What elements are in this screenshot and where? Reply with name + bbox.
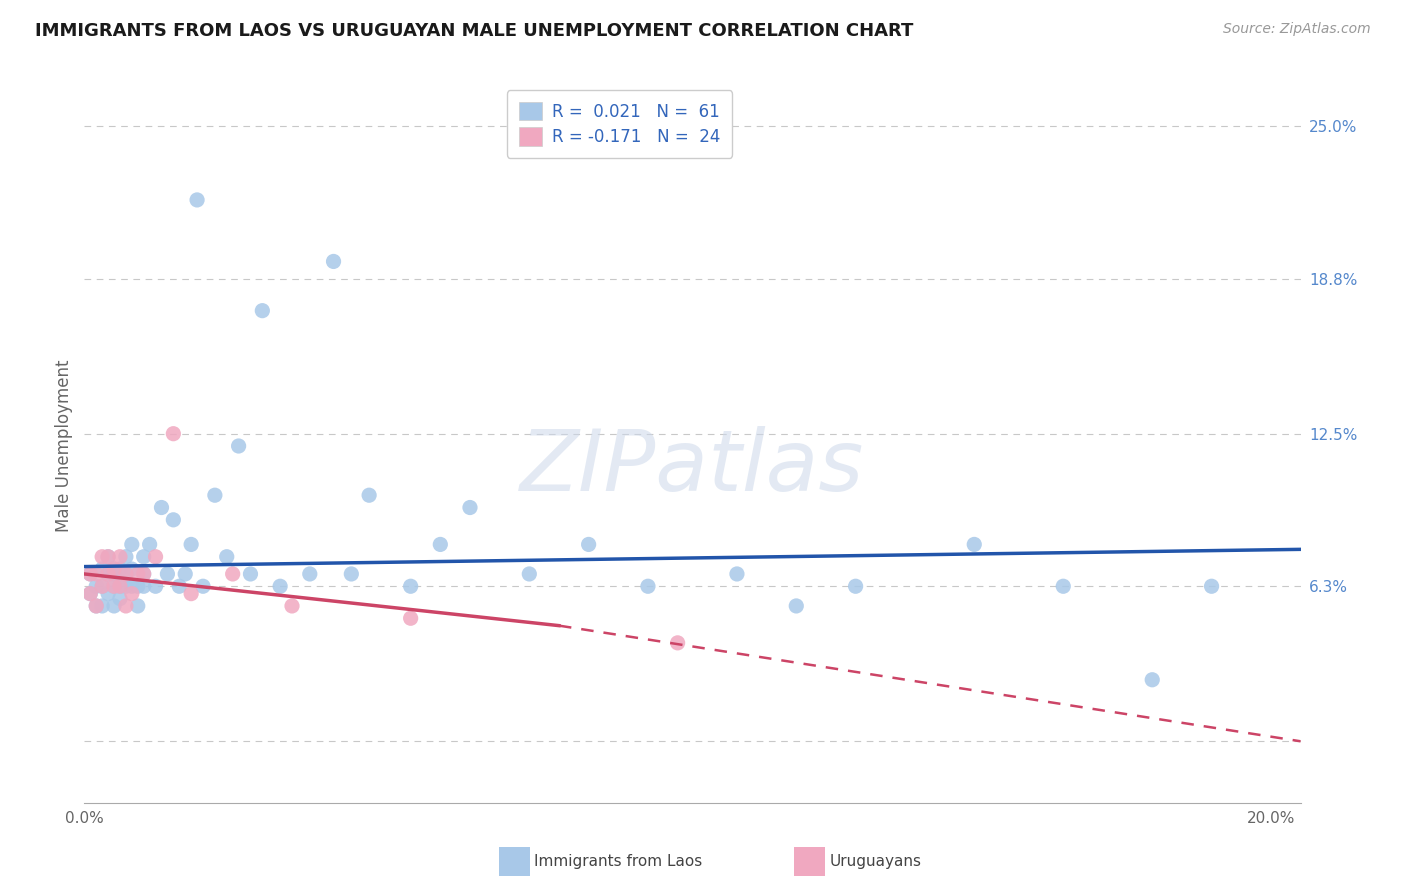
Point <box>399 579 422 593</box>
Point <box>115 579 138 593</box>
Point <box>91 579 114 593</box>
Point <box>91 579 114 593</box>
Point <box>103 562 125 576</box>
Point <box>340 566 363 581</box>
Point <box>322 254 344 268</box>
Point <box>845 579 868 593</box>
Point <box>578 537 600 551</box>
Point <box>725 566 748 581</box>
Point <box>115 599 138 613</box>
Point <box>399 611 422 625</box>
Point <box>115 549 138 564</box>
Point <box>132 566 155 581</box>
Point <box>91 562 114 576</box>
Point <box>108 549 131 564</box>
Point <box>79 587 101 601</box>
Point <box>637 579 659 593</box>
Text: Immigrants from Laos: Immigrants from Laos <box>534 855 703 869</box>
Point <box>162 426 184 441</box>
Point <box>84 566 107 581</box>
Point <box>91 599 114 613</box>
Point <box>269 579 291 593</box>
Point <box>180 587 202 601</box>
Point <box>138 537 160 551</box>
Point <box>666 636 689 650</box>
Point <box>174 566 197 581</box>
Point <box>121 579 143 593</box>
Text: IMMIGRANTS FROM LAOS VS URUGUAYAN MALE UNEMPLOYMENT CORRELATION CHART: IMMIGRANTS FROM LAOS VS URUGUAYAN MALE U… <box>35 22 914 40</box>
Point <box>239 566 262 581</box>
Point <box>145 549 167 564</box>
Point <box>162 513 184 527</box>
Point <box>186 193 208 207</box>
Point <box>127 566 149 581</box>
Point <box>108 591 131 606</box>
Point <box>103 579 125 593</box>
Point <box>108 579 131 593</box>
Point <box>127 599 149 613</box>
Point <box>84 579 107 593</box>
Point <box>204 488 226 502</box>
Point <box>103 566 125 581</box>
Point <box>79 566 101 581</box>
Point <box>97 549 120 564</box>
Point <box>191 579 214 593</box>
Point <box>145 579 167 593</box>
Legend: R =  0.021   N =  61, R = -0.171   N =  24: R = 0.021 N = 61, R = -0.171 N = 24 <box>508 90 733 158</box>
Point <box>84 599 107 613</box>
Point <box>132 566 155 581</box>
Point <box>97 549 120 564</box>
Point <box>252 303 274 318</box>
Point <box>79 566 101 581</box>
Point <box>298 566 321 581</box>
Point <box>281 599 304 613</box>
Point <box>228 439 250 453</box>
Y-axis label: Male Unemployment: Male Unemployment <box>55 359 73 533</box>
Point <box>1142 673 1164 687</box>
Point <box>169 579 191 593</box>
Point <box>156 566 179 581</box>
Point <box>359 488 381 502</box>
Point <box>79 587 101 601</box>
Point <box>221 566 243 581</box>
Text: Source: ZipAtlas.com: Source: ZipAtlas.com <box>1223 22 1371 37</box>
Point <box>963 537 986 551</box>
Point <box>97 566 120 581</box>
Point <box>84 599 107 613</box>
Point <box>103 562 125 576</box>
Point <box>1201 579 1223 593</box>
Point <box>115 566 138 581</box>
Point <box>121 587 143 601</box>
Point <box>517 566 540 581</box>
Text: Uruguayans: Uruguayans <box>830 855 921 869</box>
Point <box>215 549 238 564</box>
Point <box>1052 579 1074 593</box>
Point <box>785 599 807 613</box>
Point <box>429 537 451 551</box>
Point <box>91 549 114 564</box>
Point <box>121 562 143 576</box>
Point <box>103 579 125 593</box>
Point <box>132 579 155 593</box>
Point <box>127 579 149 593</box>
Point <box>132 549 155 564</box>
Point <box>108 579 131 593</box>
Point <box>97 587 120 601</box>
Point <box>150 500 173 515</box>
Point <box>103 599 125 613</box>
Point <box>97 566 120 581</box>
Point <box>108 562 131 576</box>
Point <box>121 537 143 551</box>
Text: ZIPatlas: ZIPatlas <box>520 425 865 509</box>
Point <box>180 537 202 551</box>
Point <box>458 500 481 515</box>
Point <box>115 566 138 581</box>
